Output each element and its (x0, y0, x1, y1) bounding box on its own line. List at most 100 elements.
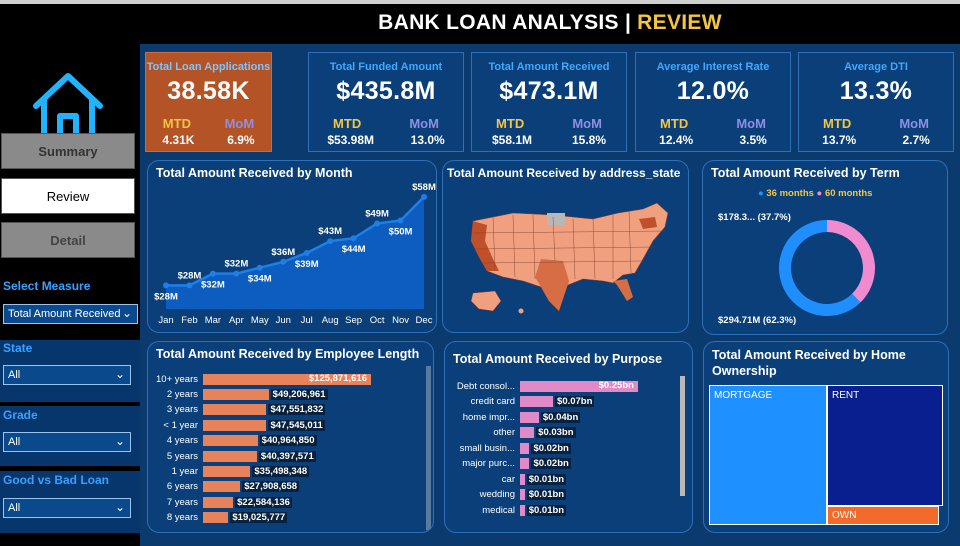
panel-home-ownership[interactable]: Total Amount Received by Home Ownership … (703, 341, 949, 533)
kpi-card-funded-amount[interactable]: Total Funded Amount $435.8M MTD MoM $53.9… (308, 52, 464, 152)
title-main: BANK LOAN ANALYSIS | (378, 11, 632, 34)
treemap-mortgage[interactable]: MORTGAGE (709, 385, 827, 525)
bar[interactable] (520, 504, 525, 516)
bar-row[interactable]: Debt consol... $0.25bn (445, 380, 638, 392)
kpi-card-loan-applications[interactable]: Total Loan Applications 38.58K MTD MoM 4.… (145, 52, 272, 152)
x-tick-label: Nov (392, 315, 409, 326)
treemap-rent[interactable]: RENT (827, 385, 943, 506)
select-measure-dropdown[interactable]: Total Amount Received ⌄ (3, 304, 138, 324)
nav-summary-button[interactable]: Summary (1, 133, 135, 169)
bar[interactable] (203, 481, 241, 493)
bar-category-label: 4 years (166, 435, 198, 447)
bar-category-label: 7 years (166, 496, 198, 508)
bar[interactable]: $0.25bn (520, 380, 638, 392)
bar-row[interactable]: major purc... $0.02bn (445, 458, 571, 470)
goodbad-dropdown[interactable]: All ⌄ (3, 498, 131, 518)
bar[interactable] (203, 450, 257, 462)
bar[interactable] (520, 396, 554, 407)
bar[interactable] (520, 411, 539, 423)
data-label: $58M (412, 182, 436, 193)
bar-row[interactable]: < 1 year $47,545,011 (148, 419, 325, 431)
bar-value-label: $19,025,777 (230, 512, 288, 524)
bar-value-label: $0.01bn (526, 473, 567, 485)
panel-state[interactable]: Total Amount Received by address_state (442, 160, 689, 333)
bar-row[interactable]: wedding $0.01bn (445, 489, 567, 501)
data-label: $39M (295, 259, 319, 270)
treemap-own[interactable]: OWN (827, 506, 939, 525)
bar[interactable]: $125,871,616 (203, 372, 371, 385)
map-state-borders (472, 210, 666, 280)
bar-category-label: credit card (470, 396, 515, 407)
bar-row[interactable]: 3 years $47,551,832 (148, 404, 326, 416)
bar-category-label: 5 years (166, 450, 198, 462)
x-tick-label: Oct (370, 315, 385, 326)
bar[interactable] (203, 435, 258, 447)
data-point (163, 282, 169, 289)
panel-title: Total Amount Received by Term (711, 166, 900, 180)
bar-row[interactable]: medical $0.01bn (445, 504, 567, 516)
bar-row[interactable]: credit card $0.07bn (445, 396, 595, 408)
bar[interactable] (203, 465, 251, 477)
panel-employee-length[interactable]: Total Amount Received by Employee Length… (147, 341, 434, 533)
chevron-down-icon: ⌄ (114, 367, 125, 381)
bar-value-label: $0.02bn (531, 442, 571, 454)
panel-term[interactable]: Total Amount Received by Term ● 36 month… (702, 160, 948, 335)
kpi-card-average-dti[interactable]: Average DTI 13.3% MTD MoM 13.7% 2.7% (798, 52, 954, 152)
bar-row[interactable]: 5 years $40,397,571 (148, 450, 316, 462)
bar[interactable] (520, 489, 525, 500)
bar-value-label: $125,871,616 (308, 372, 367, 384)
bar-row[interactable]: 7 years $22,584,136 (148, 496, 292, 508)
kpi-card-interest-rate[interactable]: Average Interest Rate 12.0% MTD MoM 12.4%… (635, 52, 791, 152)
legend-60-months[interactable]: ● 60 months (817, 188, 873, 199)
bar-row[interactable]: 10+ years $125,871,616 (148, 373, 371, 385)
nav-review-button[interactable]: Review (1, 178, 135, 214)
bar[interactable] (203, 496, 234, 508)
x-tick-label: Dec (416, 315, 433, 326)
scrollbar[interactable] (426, 366, 431, 530)
bar[interactable] (203, 419, 267, 431)
bar[interactable] (203, 404, 267, 416)
treemap-label-mortgage: MORTGAGE (714, 390, 773, 401)
bar[interactable] (203, 512, 229, 524)
bar-row[interactable]: 1 year $35,498,348 (148, 465, 310, 477)
bar-category-label: major purc... (462, 458, 515, 469)
panel-month[interactable]: Total Amount Received by Month $28M Jan $2… (147, 160, 437, 333)
bar-row[interactable]: other $0.03bn (445, 427, 576, 439)
kpi-title: Total Loan Applications (146, 61, 271, 73)
panel-purpose[interactable]: Total Amount Received by Purpose Debt co… (444, 341, 693, 533)
state-dropdown[interactable]: All ⌄ (3, 365, 131, 385)
kpi-value: 38.58K (167, 77, 250, 105)
legend-36-months[interactable]: ● 36 months (758, 188, 814, 199)
bar[interactable] (520, 458, 530, 469)
bar-category-label: < 1 year (163, 419, 198, 431)
bar-row[interactable]: 8 years $19,025,777 (148, 512, 288, 524)
bar-category-label: 1 year (171, 465, 198, 477)
us-state-map[interactable] (443, 161, 689, 333)
bar-row[interactable]: car $0.01bn (445, 473, 567, 485)
grade-label: Grade (3, 408, 38, 422)
bar-row[interactable]: small busin... $0.02bn (445, 442, 571, 454)
bar-row[interactable]: 2 years $49,206,961 (148, 388, 328, 400)
kpi-title: Total Amount Received (488, 61, 610, 73)
data-label: $28M (178, 270, 202, 281)
legend-dot-60: ● (816, 188, 823, 199)
data-point (186, 282, 193, 289)
bar[interactable] (520, 442, 530, 454)
x-tick-label: Jul (301, 315, 313, 326)
nav-detail-button[interactable]: Detail (1, 222, 135, 258)
data-label: $36M (271, 247, 295, 258)
slice-label-36: $294.71M (62.3%) (718, 315, 796, 326)
bar[interactable] (203, 388, 269, 400)
bar[interactable] (520, 473, 525, 485)
mtd-label: MTD (660, 116, 689, 131)
scrollbar[interactable] (680, 376, 685, 496)
mom-value: 2.7% (902, 133, 930, 147)
bar-row[interactable]: home impr... $0.04bn (445, 411, 581, 423)
grade-dropdown[interactable]: All ⌄ (3, 432, 131, 452)
bar-row[interactable]: 4 years $40,964,850 (148, 435, 317, 447)
mtd-value: 12.4% (659, 133, 694, 147)
kpi-card-amount-received[interactable]: Total Amount Received $473.1M MTD MoM $58… (471, 52, 627, 152)
map-state-fl (613, 279, 633, 301)
bar-row[interactable]: 6 years $27,908,658 (148, 481, 300, 493)
bar[interactable] (520, 427, 535, 438)
